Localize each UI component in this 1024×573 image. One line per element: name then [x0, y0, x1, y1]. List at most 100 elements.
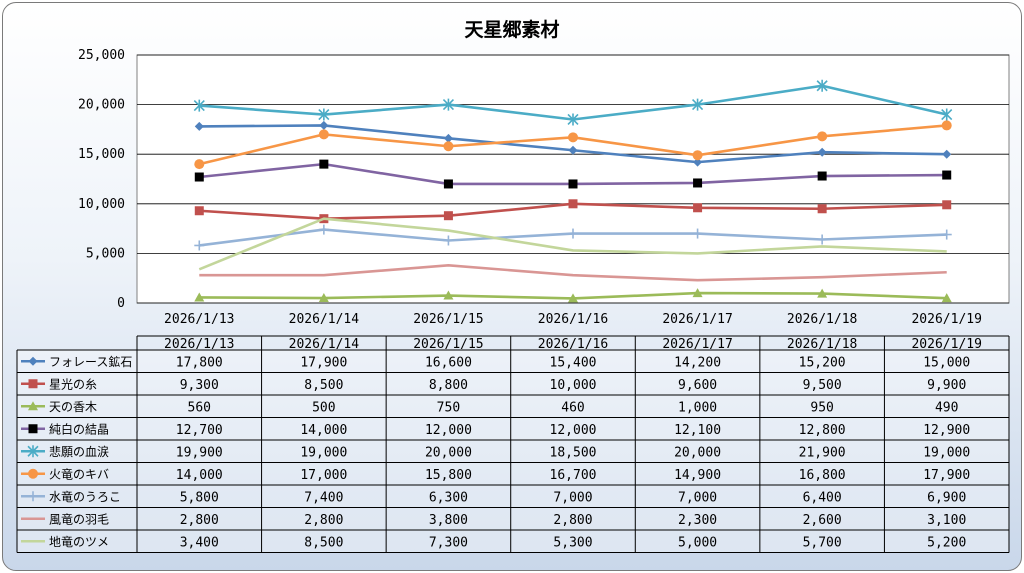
table-cell: 7,400 [304, 490, 343, 505]
table-cell: 14,000 [300, 423, 347, 438]
x-tick-label: 2026/1/18 [787, 312, 857, 327]
table-cell: 6,300 [429, 490, 468, 505]
table-cell: 6,400 [803, 490, 842, 505]
table-cell: 20,000 [674, 445, 721, 460]
data-point [817, 288, 828, 298]
data-point [942, 170, 952, 180]
series-3 [194, 159, 952, 189]
data-point [318, 129, 329, 140]
data-point [942, 149, 952, 159]
series-2 [194, 288, 952, 303]
table-cell: 18,500 [550, 445, 597, 460]
table-body [17, 350, 1009, 553]
table-row: 水竜のうろこ 5,800 7,400 6,300 7,000 7,000 6,400 6,90… [21, 490, 966, 505]
table-cell: 14,200 [674, 355, 721, 370]
table-cell: 5,200 [927, 535, 966, 550]
table-cell: 14,000 [176, 468, 223, 483]
data-point [318, 293, 329, 303]
table-cell: 21,900 [799, 445, 846, 460]
series-7 [199, 264, 947, 282]
table-cell: 8,500 [304, 378, 343, 393]
legend-label: 風竜の羽毛 [49, 512, 109, 526]
table-row: フォレース鉱石 17,800 17,900 16,600 15,400 14,200 15,… [21, 354, 970, 370]
x-tick-label: 2026/1/16 [538, 312, 608, 327]
table-cell: 12,000 [550, 423, 597, 438]
data-point [443, 133, 453, 143]
data-point [692, 150, 703, 161]
table-cell: 17,900 [300, 355, 347, 370]
legend-label: 火竜のキバ [49, 467, 109, 481]
series-6 [194, 224, 952, 251]
data-point [692, 98, 704, 111]
table-cell: 20,000 [425, 445, 472, 460]
table-row: 風竜の羽毛 2,800 2,800 3,800 2,800 2,300 2,600 3,100 [21, 512, 966, 528]
table-cell: 3,100 [927, 513, 966, 528]
table-header-cell: 2026/1/15 [413, 337, 483, 352]
table-cell: 560 [188, 400, 211, 415]
table-cell: 19,000 [300, 445, 347, 460]
table-row: 火竜のキバ 14,000 17,000 15,800 16,700 14,900 16,80… [21, 467, 970, 483]
data-point [443, 290, 454, 300]
data-point [28, 379, 38, 389]
data-point [942, 200, 952, 210]
data-table: 2026/1/13 2026/1/14 2026/1/15 2026/1/16 2026… [16, 335, 1010, 553]
table-cell: 7,000 [678, 490, 717, 505]
table-cell: 12,000 [425, 423, 472, 438]
data-point [27, 445, 39, 458]
data-point [194, 206, 204, 216]
data-point [194, 292, 205, 302]
table-cell: 6,900 [927, 490, 966, 505]
data-point [194, 240, 205, 251]
data-point [443, 235, 454, 246]
data-point [568, 179, 578, 189]
table-cell: 17,000 [300, 468, 347, 483]
table-cell: 15,200 [799, 355, 846, 370]
legend-label: フォレース鉱石 [49, 354, 132, 369]
data-point [319, 120, 329, 130]
table-header-cell: 2026/1/18 [787, 337, 857, 352]
table-cell: 9,500 [803, 378, 842, 393]
data-point [28, 356, 38, 366]
table-row: 星光の糸 9,300 8,500 8,800 10,000 9,600 9,500 9,900 [21, 377, 966, 393]
table-cell: 12,100 [674, 423, 721, 438]
data-point [443, 211, 453, 221]
x-tick-label: 2026/1/17 [662, 312, 732, 327]
table-cell: 2,300 [678, 513, 717, 528]
table-cell: 15,000 [923, 355, 970, 370]
table-cell: 5,000 [678, 535, 717, 550]
x-axis: 2026/1/13 2026/1/14 2026/1/15 2026/1/16 2026… [164, 312, 982, 327]
table-cell: 9,900 [927, 378, 966, 393]
data-point [443, 141, 454, 152]
legend-label: 水竜のうろこ [49, 490, 121, 504]
table-row: 悲願の血涙 19,900 19,000 20,000 18,500 20,000 21,90… [21, 444, 970, 460]
table-cell: 500 [312, 400, 335, 415]
data-point [692, 228, 703, 239]
data-point [318, 108, 330, 121]
data-point [941, 293, 952, 303]
legend-label: 星光の糸 [49, 377, 97, 391]
table-header-cell: 2026/1/16 [538, 337, 608, 352]
table-cell: 8,500 [304, 535, 343, 550]
data-point [941, 108, 953, 121]
table-cell: 19,000 [923, 445, 970, 460]
data-point [28, 491, 38, 502]
table-cell: 17,800 [176, 355, 223, 370]
data-point [193, 99, 205, 112]
legend-label: 悲願の血涙 [49, 444, 109, 459]
y-gridlines: 0 5,000 10,000 15,000 20,000 25,000 [78, 48, 1009, 311]
legend-label: 天の香木 [49, 400, 97, 414]
data-point [817, 171, 827, 181]
data-point [817, 234, 828, 245]
x-tick-label: 2026/1/13 [164, 312, 234, 327]
table-cell: 1,000 [678, 400, 717, 415]
table-cell: 9,600 [678, 378, 717, 393]
series-line [198, 217, 947, 271]
table-cell: 2,800 [304, 513, 343, 528]
table-row: 天の香木 560 500 750 460 1,000 950 490 [21, 400, 958, 415]
table-cell: 2,600 [803, 513, 842, 528]
table-cell: 16,800 [799, 468, 846, 483]
y-tick-label: 25,000 [78, 48, 125, 63]
table-cell: 12,900 [923, 423, 970, 438]
table-cell: 5,300 [553, 535, 592, 550]
